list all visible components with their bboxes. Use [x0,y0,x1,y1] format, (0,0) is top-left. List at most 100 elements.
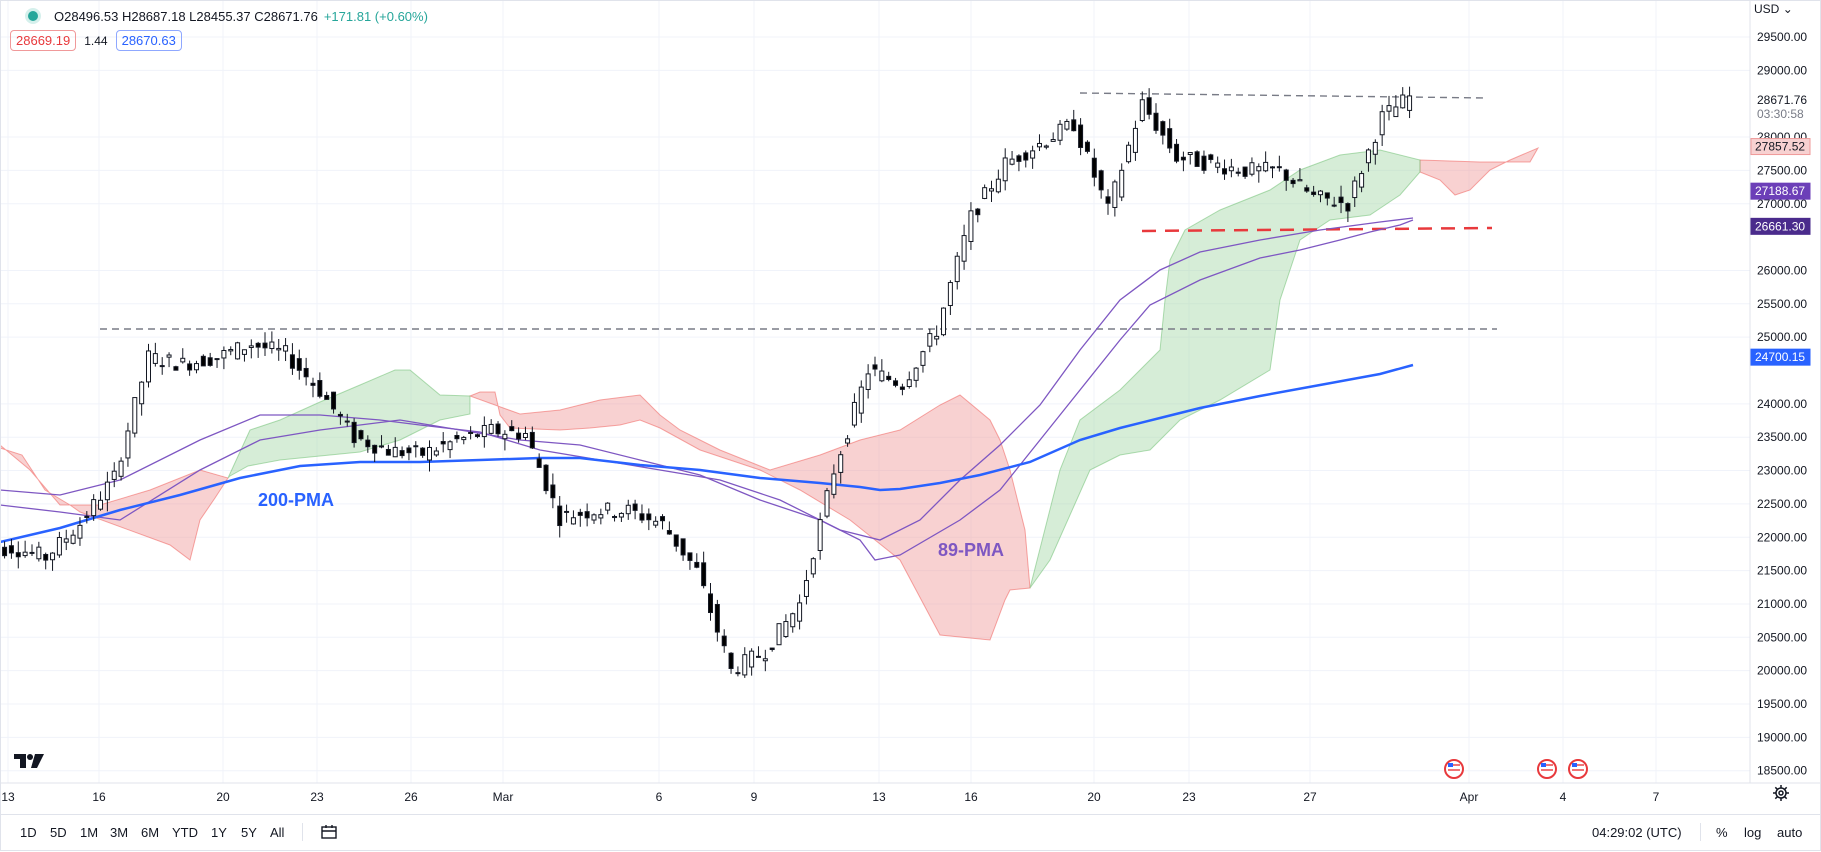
candle [824,487,830,519]
gear-icon[interactable] [1773,785,1789,801]
calendar-range-icon[interactable] [320,823,338,841]
candle-body [200,355,206,367]
candle-body [797,602,803,622]
candle-body [509,426,515,432]
candle [564,504,570,523]
utc-clock[interactable]: 04:29:02 (UTC) [1592,825,1682,840]
range-3m-button[interactable]: 3M [110,825,129,840]
currency-selector[interactable]: USD ⌄ [1754,2,1793,16]
candle-body [577,511,583,516]
candle-body [1126,144,1132,163]
candle [886,371,892,382]
candle [420,447,426,458]
candle [1153,103,1159,134]
price-change: +171.81 (+0.60%) [323,8,428,24]
candle [1372,139,1378,165]
range-ytd-button[interactable]: YTD [172,825,198,840]
price-axis-label: 29500.00 [1757,30,1807,44]
candle [399,446,405,459]
candle-body [1105,196,1111,204]
candle-body [714,603,720,633]
candle [1283,168,1289,191]
candle [187,360,193,376]
candle-body [666,530,672,535]
candle-body [1119,169,1125,198]
candle [262,332,268,356]
candle-body [1002,157,1008,182]
candle [982,184,988,200]
buy-button[interactable]: 28670.63 [115,30,182,51]
candle [1002,148,1008,191]
candle-body [22,551,28,557]
candle [118,457,124,481]
candle [872,356,878,377]
candle [276,338,282,361]
range-1y-button[interactable]: 1Y [211,825,227,840]
candle [694,553,700,569]
candle-body [29,551,35,554]
candle [769,647,775,652]
time-axis-label: 27 [1303,790,1317,804]
range-1m-button[interactable]: 1M [80,825,99,840]
sell-button[interactable]: 28669.19 [10,30,77,51]
candle-body [337,413,343,417]
candle-body [269,341,275,350]
candle-body [1317,190,1323,196]
range-5d-button[interactable]: 5D [50,825,67,840]
candle-body [790,613,796,628]
candle [1352,176,1358,207]
candle [1297,168,1303,182]
candle [968,202,974,250]
log-scale-button[interactable]: log [1744,825,1762,840]
candle [1249,157,1255,177]
candle [927,328,933,353]
candle-body [639,513,645,521]
candle [810,557,816,578]
candle-body [687,552,693,561]
candle-body [214,358,220,361]
candle [522,426,528,441]
candle-body [591,514,597,521]
candle [653,516,659,528]
candle [1263,151,1269,173]
candle [379,435,385,449]
ma-slow-price-tag: 26661.30 [1755,219,1805,233]
candle [1290,177,1296,188]
candle-body [468,431,474,434]
range-6m-button[interactable]: 6M [141,825,160,840]
candle [1365,148,1371,172]
candle-body [680,538,686,556]
candle-body [433,450,439,456]
candle-body [447,441,453,451]
candle [1228,158,1234,178]
candle [906,371,912,389]
candle [200,354,206,367]
candle [214,358,220,368]
percent-scale-button[interactable]: % [1716,825,1728,840]
flag-ring [1444,759,1464,779]
candle-body [831,473,837,495]
auto-scale-button[interactable]: auto [1777,825,1803,840]
range-1d-button[interactable]: 1D [20,825,37,840]
candle-body [865,373,871,390]
time-axis-label: 13 [872,790,886,804]
candle [865,364,871,399]
candle-body [845,438,851,444]
candle [152,342,158,367]
candle-body [838,454,844,473]
candle [1084,140,1090,154]
candle-body [776,623,782,646]
candle [1386,95,1392,121]
flag-ring [1537,759,1557,779]
candle-body [166,354,172,358]
candle [495,421,501,437]
price-axis-label: 19500.00 [1757,697,1807,711]
candle-body [906,379,912,388]
candle [708,583,713,621]
range-all-button[interactable]: All [270,825,285,840]
ichimoku-price-tag-bg [1750,138,1811,156]
candle [1174,139,1180,164]
range-5y-button[interactable]: 5Y [241,825,257,840]
tradingview-logo-icon[interactable] [14,752,46,770]
